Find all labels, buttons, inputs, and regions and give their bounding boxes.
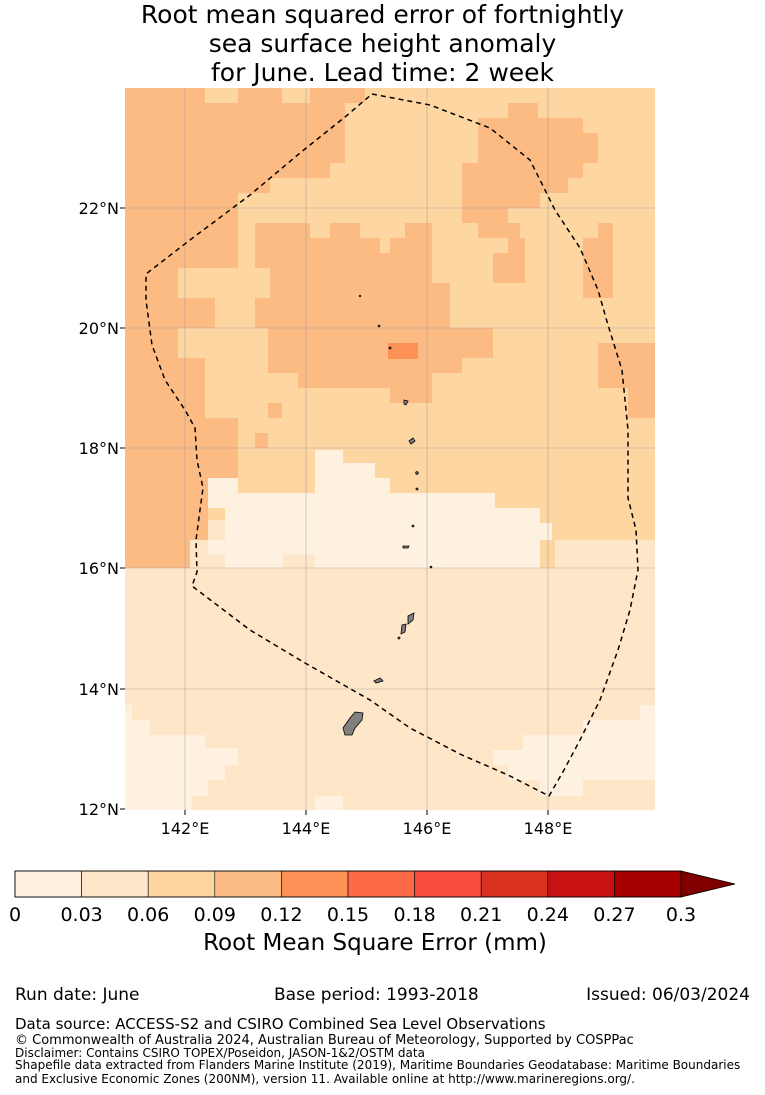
lon-label-148e: 148°E — [524, 819, 573, 838]
rota-island — [373, 677, 384, 684]
sarigan-island — [411, 524, 415, 528]
saipan-island — [407, 612, 415, 625]
aguijan-island — [397, 636, 401, 640]
rmse-cell-lowest-south — [315, 796, 343, 810]
rmse-patch-lowest-southeast — [493, 705, 655, 796]
colorbar-label: Root Mean Square Error (mm) — [203, 930, 547, 956]
colorbar-extend-arrow — [680, 870, 736, 898]
rmse-patch-lowest-southwest — [125, 705, 238, 810]
colorbar-swatch-0 — [14, 870, 82, 898]
colorbar-swatch-3 — [214, 870, 282, 898]
disclaimer: Disclaimer: Contains CSIRO TOPEX/Poseido… — [15, 1046, 425, 1060]
map-figure: 22°N 20°N 18°N 16°N 14°N 12°N 142°E 144°… — [79, 88, 655, 838]
colorbar-swatch-5 — [347, 870, 415, 898]
rmse-patch-east — [598, 343, 655, 418]
graticule — [125, 88, 655, 810]
rmse-patch-east-mid — [493, 238, 525, 283]
lat-label-18n: 18°N — [79, 439, 119, 458]
colorbar-swatch-6 — [414, 870, 482, 898]
colorbar-swatch-9 — [614, 870, 682, 898]
anatahan-island — [402, 545, 410, 549]
colorbar: 0 0.03 0.06 0.09 0.12 0.15 0.18 0.21 0.2… — [9, 870, 736, 925]
colorbar-swatch-1 — [81, 870, 149, 898]
colorbar-swatches — [14, 870, 682, 898]
issued-date: Issued: 06/03/2024 — [586, 985, 750, 1005]
guguan-island — [415, 487, 419, 491]
copyright: © Commonwealth of Australia 2024, Austra… — [15, 1033, 634, 1048]
lon-label-144e: 144°E — [282, 819, 331, 838]
shapefile-credit-1: Shapefile data extracted from Flanders M… — [15, 1058, 741, 1072]
colorbar-tick-labels: 0 0.03 0.06 0.09 0.12 0.15 0.18 0.21 0.2… — [9, 904, 696, 925]
cb-tick-8: 0.24 — [527, 904, 569, 925]
lat-label-20n: 20°N — [79, 319, 119, 338]
cb-tick-3: 0.09 — [194, 904, 236, 925]
rmse-patch-west-lower — [125, 223, 493, 568]
lat-label-22n: 22°N — [79, 199, 119, 218]
islands — [342, 294, 433, 736]
colorbar-swatch-4 — [281, 870, 349, 898]
colorbar-swatch-8 — [547, 870, 615, 898]
lon-label-142e: 142°E — [161, 819, 210, 838]
cb-tick-1: 0.03 — [60, 904, 102, 925]
lat-label-12n: 12°N — [79, 800, 119, 819]
lon-label-146e: 146°E — [403, 819, 452, 838]
rmse-patch-west — [125, 208, 238, 433]
tinian-island — [400, 623, 407, 635]
colorbar-outline — [14, 870, 682, 898]
rmse-patch-east-far — [583, 223, 613, 298]
map-frame — [120, 207, 549, 815]
run-date: Run date: June — [15, 985, 140, 1005]
rmse-grid — [125, 88, 655, 810]
farallon-de-pajaros-island — [358, 294, 362, 298]
alamagan-island — [415, 471, 419, 475]
rmse-patch-south-east — [540, 508, 655, 568]
cb-tick-0: 0 — [9, 904, 21, 925]
shapefile-credit-2: and Exclusive Economic Zones (200NM), ve… — [15, 1072, 635, 1086]
colorbar-swatch-7 — [480, 870, 549, 898]
rmse-cell-high — [388, 343, 418, 359]
farallon-de-medinilla-island — [429, 565, 433, 569]
title-line-2: sea surface height anomaly — [208, 29, 557, 58]
data-source: Data source: ACCESS-S2 and CSIRO Combine… — [15, 1015, 546, 1033]
maug-island — [377, 324, 381, 328]
lon-labels: 142°E 144°E 146°E 148°E — [161, 819, 573, 838]
chart-title: Root mean squared error of fortnightly s… — [0, 0, 765, 87]
cb-tick-9: 0.27 — [593, 904, 635, 925]
asuncion-island — [388, 346, 392, 350]
rmse-patch-north-east — [462, 103, 598, 238]
rmse-patch-lowest-center — [208, 450, 552, 568]
cb-tick-10: 0.3 — [666, 904, 696, 925]
cb-tick-7: 0.21 — [460, 904, 502, 925]
cb-tick-2: 0.06 — [127, 904, 169, 925]
agrihan-island — [403, 399, 409, 406]
cb-tick-5: 0.15 — [327, 904, 369, 925]
title-line-1: Root mean squared error of fortnightly — [140, 0, 625, 29]
base-period: Base period: 1993-2018 — [274, 985, 479, 1005]
title-line-3: for June. Lead time: 2 week — [210, 58, 555, 87]
pagan-island — [408, 437, 416, 445]
eez-boundary — [145, 93, 639, 797]
lat-label-16n: 16°N — [79, 559, 119, 578]
cb-tick-6: 0.18 — [393, 904, 435, 925]
cb-tick-4: 0.12 — [260, 904, 302, 925]
guam-island — [342, 711, 364, 736]
colorbar-swatch-2 — [147, 870, 216, 898]
lat-labels: 22°N 20°N 18°N 16°N 14°N 12°N — [79, 199, 119, 819]
lat-label-14n: 14°N — [79, 680, 119, 699]
